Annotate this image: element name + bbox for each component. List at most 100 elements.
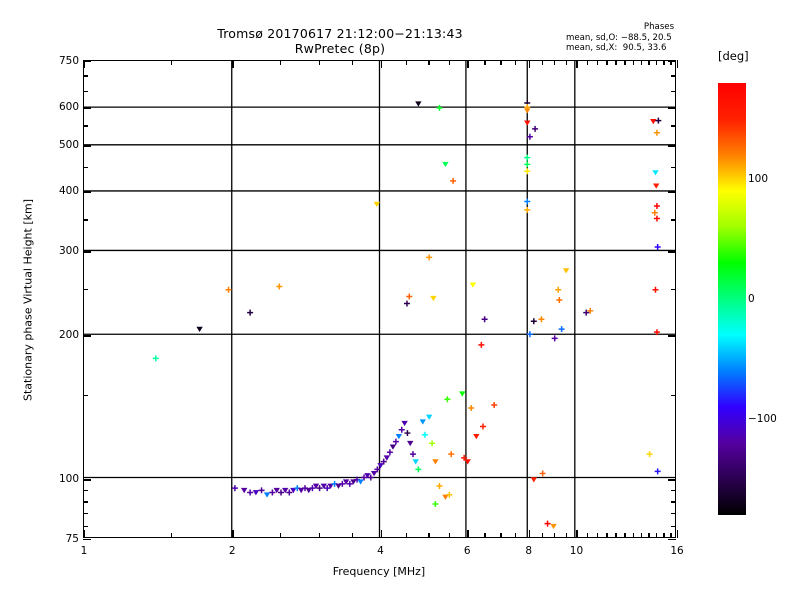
x-tick-label: 1 — [80, 545, 88, 557]
data-point-o — [301, 485, 308, 492]
x-major-tick — [677, 60, 679, 68]
data-point-x — [377, 463, 384, 469]
x-minor-tick — [655, 60, 658, 65]
data-point-x — [273, 487, 280, 494]
y-major-tick — [668, 107, 676, 109]
y-major-tick — [668, 145, 676, 147]
data-point-o — [556, 297, 563, 304]
x-minor-tick — [670, 60, 672, 65]
colorbar-tick-label: −100 — [748, 413, 777, 425]
data-point-x — [389, 444, 397, 450]
data-point-o — [444, 396, 451, 403]
x-minor-tick — [670, 533, 672, 538]
data-point-o — [539, 470, 546, 477]
data-point-x — [530, 477, 537, 483]
y-minor-tick — [671, 525, 676, 527]
y-major-tick — [668, 61, 676, 63]
colorbar-gradient — [718, 83, 746, 515]
data-point-o — [415, 466, 422, 473]
data-point-o — [247, 309, 254, 316]
data-point-o — [450, 177, 457, 184]
data-point-x — [370, 471, 378, 477]
y-major-tick — [83, 251, 91, 253]
data-point-o — [374, 466, 381, 473]
x-major-tick — [380, 60, 382, 68]
x-minor-tick — [170, 60, 173, 65]
plot-area: 75 100 200 300 400 500 600 750 1 2 4 6 8 10 16 — [59, 55, 684, 557]
data-point-o — [286, 489, 293, 496]
data-point-x — [442, 494, 449, 500]
data-point-o — [524, 154, 531, 161]
data-point-o — [346, 480, 353, 487]
data-point-o — [524, 161, 531, 168]
x-minor-tick — [448, 60, 450, 65]
y-minor-tick — [671, 219, 676, 221]
data-point-o — [478, 341, 485, 348]
data-point-o — [468, 404, 475, 411]
data-point-x — [459, 391, 466, 397]
x-minor-tick — [553, 60, 556, 65]
x-minor-tick — [553, 533, 556, 538]
colorbar-tick-label: 0 — [748, 293, 755, 305]
data-point-o — [652, 286, 659, 293]
data-point-o — [436, 104, 443, 111]
x-minor-tick — [500, 60, 502, 65]
x-major-tick — [84, 60, 86, 68]
data-point-x — [327, 483, 334, 489]
y-tick-label: 750 — [58, 55, 79, 67]
x-minor-tick — [351, 533, 354, 538]
data-point-o — [583, 309, 590, 316]
data-point-x — [524, 108, 531, 114]
data-point-x — [650, 119, 657, 125]
x-minor-tick — [448, 533, 450, 538]
x-minor-tick — [632, 60, 634, 65]
x-minor-tick — [615, 60, 617, 65]
data-point-o — [339, 480, 346, 487]
y-minor-tick — [671, 501, 676, 503]
x-major-tick — [232, 60, 234, 68]
y-minor-tick — [83, 501, 88, 503]
y-tick-label: 400 — [58, 185, 79, 198]
x-minor-tick — [351, 60, 354, 65]
data-point-o — [380, 458, 387, 465]
data-point-x — [653, 183, 660, 189]
x-minor-tick — [624, 533, 626, 538]
data-point-x — [407, 440, 414, 447]
data-point-x — [364, 473, 371, 479]
plot-title: Tromsø 20170617 21:12:00−21:13:43 RwPret… — [0, 26, 680, 56]
data-point-o — [655, 117, 662, 124]
x-minor-tick — [606, 60, 608, 65]
y-minor-tick — [83, 219, 88, 221]
data-point-o — [558, 326, 565, 333]
data-point-o — [654, 468, 661, 475]
data-point-o — [258, 487, 265, 494]
y-minor-tick — [671, 75, 676, 77]
data-point-o — [392, 438, 399, 445]
x-minor-tick — [541, 60, 544, 65]
data-point-o — [316, 485, 323, 492]
data-point-o — [386, 449, 393, 456]
data-point-o — [421, 431, 428, 438]
y-minor-tick — [83, 125, 88, 127]
data-point-o — [331, 480, 338, 487]
x-minor-tick — [640, 60, 643, 65]
data-point-x — [335, 483, 342, 489]
x-minor-tick — [170, 533, 173, 538]
x-tick-label: 8 — [525, 545, 533, 557]
x-tick-label: 2 — [228, 545, 236, 557]
phase-stats-o-mode: mean, sd,O: −88.5, 20.5 — [566, 32, 672, 43]
data-point-x — [290, 487, 297, 494]
x-major-tick — [84, 530, 86, 538]
x-major-tick — [380, 530, 382, 538]
data-point-o — [653, 129, 660, 136]
data-point-o — [269, 489, 276, 496]
data-point-x — [312, 483, 320, 489]
y-major-tick — [668, 251, 676, 253]
data-point-o — [247, 489, 254, 496]
x-major-tick — [232, 530, 234, 538]
plot-title-line2: RwPretec (8p) — [294, 41, 386, 56]
data-point-x — [464, 459, 471, 465]
x-minor-tick — [279, 533, 282, 538]
y-major-tick — [83, 335, 91, 337]
x-minor-tick — [565, 533, 567, 538]
